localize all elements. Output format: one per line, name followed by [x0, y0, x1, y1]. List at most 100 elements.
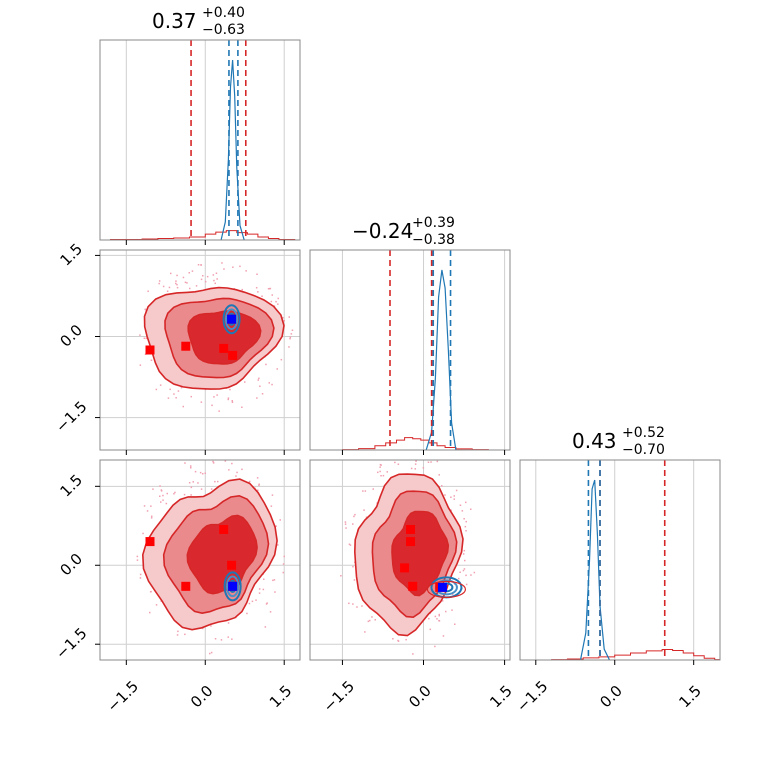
- marker-blue: [228, 581, 238, 591]
- sample-point: [160, 489, 163, 491]
- sample-point: [257, 489, 259, 491]
- marker-blue: [227, 314, 237, 324]
- sample-point: [344, 523, 347, 525]
- sample-point: [221, 262, 223, 264]
- sample-point: [259, 385, 261, 387]
- sample-point: [212, 460, 214, 463]
- sample-point: [353, 579, 356, 581]
- y-tick-label: 1.5: [56, 240, 86, 270]
- sample-point: [438, 614, 440, 617]
- sample-point: [216, 278, 218, 280]
- sample-point: [152, 488, 154, 490]
- sample-point: [430, 461, 432, 463]
- sample-point: [192, 481, 194, 483]
- sample-point: [394, 461, 396, 464]
- sample-point: [246, 612, 248, 615]
- sample-point: [275, 525, 277, 527]
- sample-point: [291, 329, 294, 331]
- sample-point: [365, 516, 368, 518]
- sample-point: [369, 619, 371, 622]
- sample-point: [182, 405, 184, 408]
- sample-point: [150, 505, 152, 507]
- sample-point: [150, 359, 153, 361]
- density-contour-blue: [222, 304, 241, 335]
- sample-point: [209, 652, 211, 655]
- panel-0-0: [109, 40, 300, 240]
- sample-point: [290, 333, 293, 335]
- sample-point: [256, 477, 259, 479]
- sample-point: [241, 468, 243, 471]
- sample-point: [139, 334, 141, 336]
- sample-point: [462, 553, 465, 555]
- sample-point: [461, 510, 464, 512]
- panel-border: [519, 459, 721, 661]
- sample-point: [255, 599, 257, 601]
- sample-point: [191, 270, 194, 272]
- density-contour-red: [187, 310, 262, 365]
- sample-point: [265, 603, 268, 605]
- density-contour-red-secondary: [426, 580, 467, 598]
- sample-point: [459, 504, 462, 506]
- sample-point: [258, 592, 261, 594]
- sample-point: [197, 264, 200, 266]
- sample-point: [280, 358, 283, 361]
- sample-point: [229, 388, 231, 391]
- sample-point: [441, 485, 443, 487]
- sample-point: [170, 272, 172, 275]
- sample-point: [272, 579, 274, 582]
- sample-point: [402, 457, 404, 459]
- sample-point: [463, 568, 466, 570]
- sample-point: [352, 565, 354, 568]
- marker-red: [227, 560, 237, 570]
- sample-point: [269, 287, 272, 290]
- sample-point: [367, 620, 370, 623]
- sample-point: [344, 521, 347, 523]
- sample-point: [455, 489, 458, 492]
- x-tick-label: −1.5: [104, 677, 142, 715]
- sample-point: [162, 494, 164, 497]
- sample-point: [270, 505, 273, 507]
- sample-point: [166, 290, 169, 292]
- sample-point: [210, 651, 213, 654]
- sample-point: [183, 493, 186, 496]
- sample-point: [415, 460, 417, 462]
- sample-point: [239, 265, 241, 268]
- sample-point: [190, 467, 192, 469]
- sample-point: [177, 390, 180, 392]
- y-tick-label: 0.0: [56, 550, 86, 580]
- sample-point: [143, 337, 146, 339]
- marker-red: [228, 350, 238, 360]
- sample-point: [200, 401, 203, 403]
- sample-point: [173, 493, 175, 495]
- param-plus-1: +0.39: [412, 215, 455, 231]
- sample-point: [210, 488, 213, 490]
- sample-point: [364, 490, 367, 492]
- sample-point: [190, 494, 192, 496]
- marker-red: [219, 343, 229, 353]
- sample-point: [379, 466, 381, 468]
- sample-point: [146, 510, 149, 512]
- marker-red: [145, 537, 155, 547]
- panel-border: [99, 39, 301, 241]
- sample-point: [197, 482, 199, 484]
- sample-point: [176, 286, 179, 289]
- panel-border: [99, 459, 301, 661]
- sample-point: [276, 368, 278, 370]
- sample-point: [277, 297, 279, 300]
- sample-point: [271, 383, 273, 386]
- sample-point: [379, 463, 382, 466]
- sample-point: [258, 483, 260, 485]
- sample-point: [438, 474, 440, 476]
- panel-border: [309, 459, 511, 661]
- sample-point: [200, 264, 202, 266]
- sample-point: [145, 337, 148, 340]
- sample-point: [392, 638, 394, 640]
- x-tick-label: −1.5: [320, 677, 358, 715]
- sample-point: [450, 496, 452, 498]
- x-tick-label: 0.0: [596, 682, 626, 712]
- sample-point: [348, 602, 350, 605]
- sample-point: [213, 279, 215, 282]
- panel-2-0: [100, 460, 300, 660]
- sample-point: [414, 468, 416, 470]
- sample-point: [199, 471, 202, 474]
